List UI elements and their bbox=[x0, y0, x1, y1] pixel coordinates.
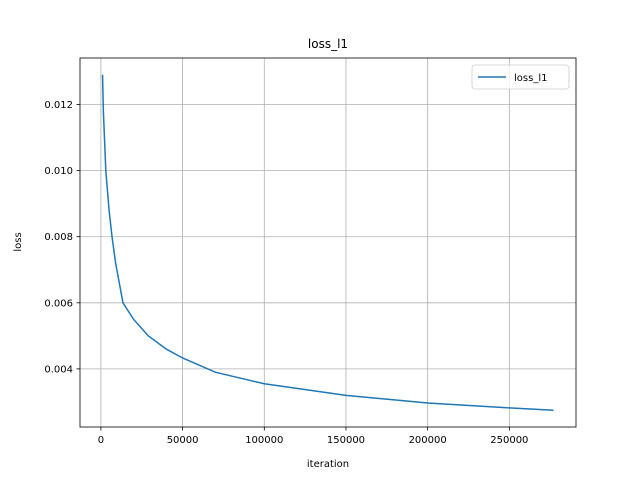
x-tick-label: 50000 bbox=[167, 435, 199, 446]
y-tick-label: 0.006 bbox=[44, 298, 73, 309]
y-tick-label: 0.008 bbox=[44, 232, 73, 243]
y-axis-label: loss bbox=[13, 232, 24, 251]
axes-frame bbox=[79, 57, 577, 428]
x-tick-label: 200000 bbox=[409, 435, 447, 446]
x-tick-label: 100000 bbox=[245, 435, 283, 446]
legend-label: loss_l1 bbox=[514, 73, 547, 84]
x-tick-label: 0 bbox=[98, 435, 104, 446]
y-tick-label: 0.012 bbox=[44, 100, 73, 111]
y-tick-label: 0.010 bbox=[44, 166, 73, 177]
line-series bbox=[101, 74, 554, 411]
legend-box bbox=[471, 64, 570, 90]
y-tick-label: 0.004 bbox=[44, 364, 73, 375]
x-tick-label: 250000 bbox=[490, 435, 528, 446]
x-axis-label: iteration bbox=[307, 459, 349, 470]
chart-title: loss_l1 bbox=[308, 37, 348, 51]
x-tick-label: 150000 bbox=[327, 435, 365, 446]
